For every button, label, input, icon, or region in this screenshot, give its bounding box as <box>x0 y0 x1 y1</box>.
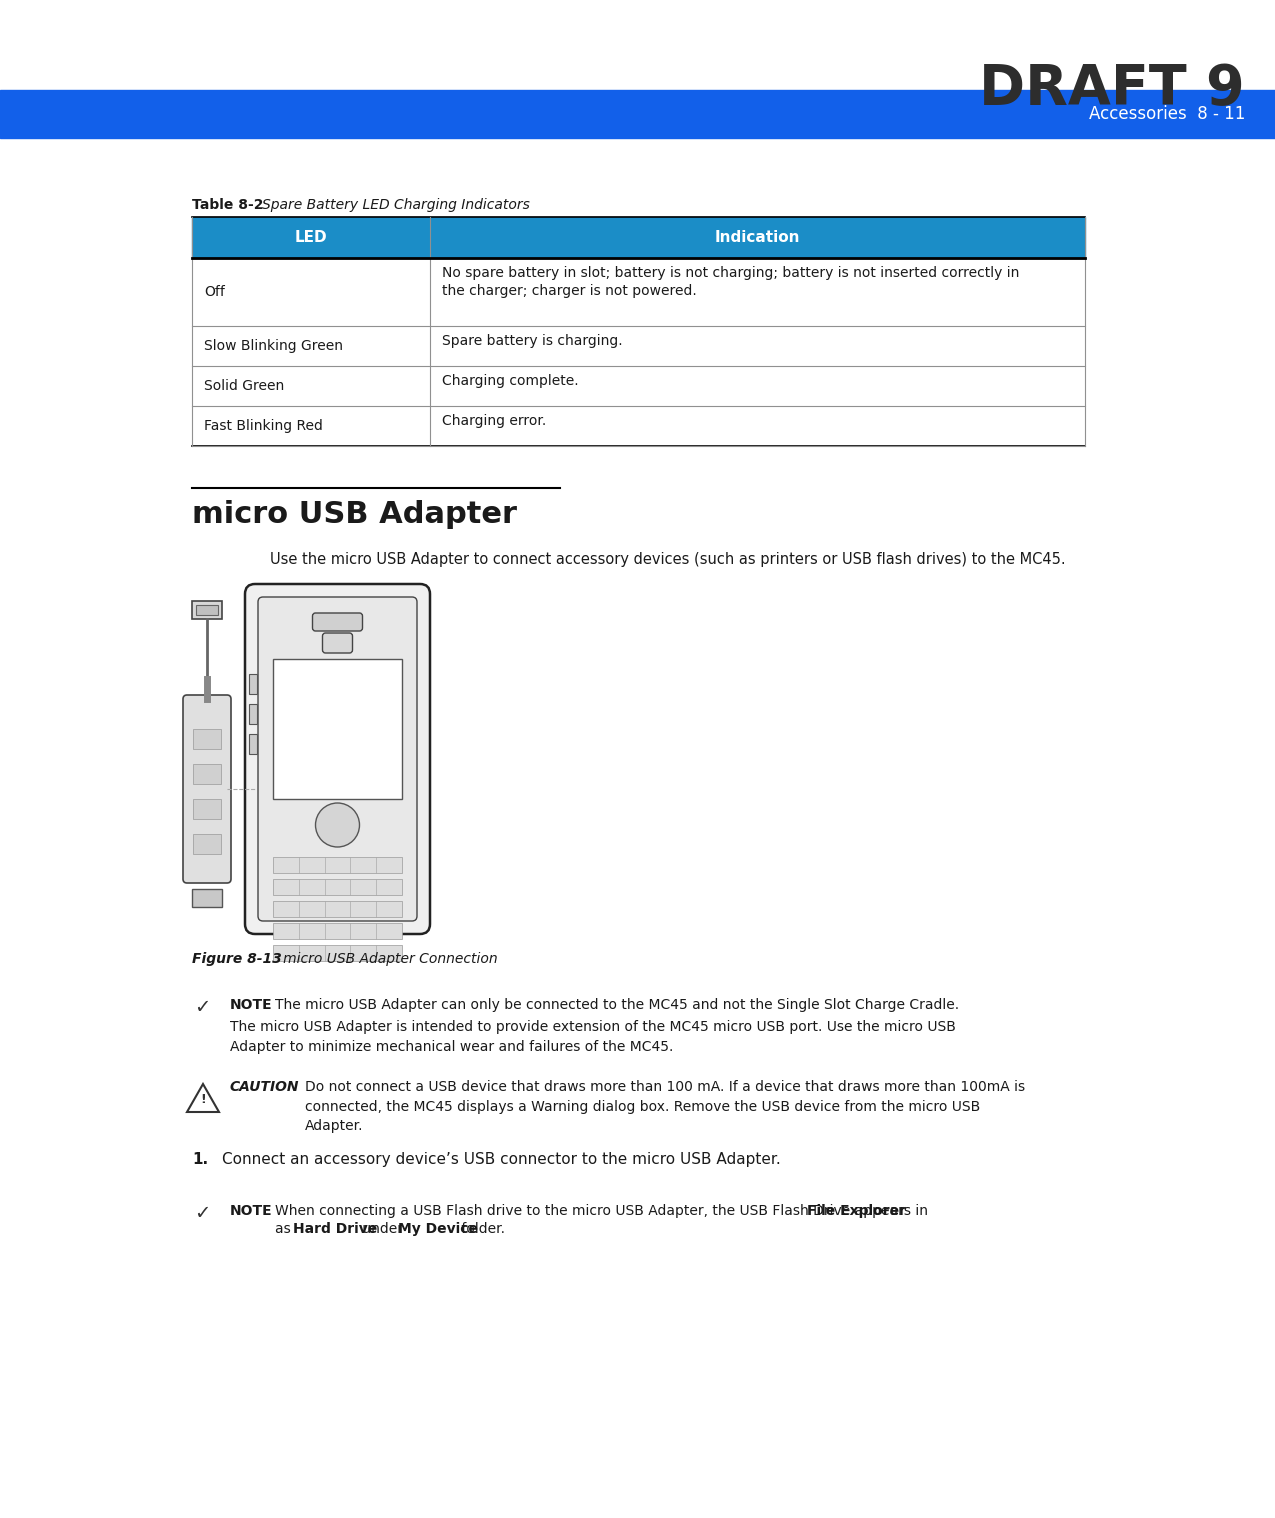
Text: Spare battery is charging.: Spare battery is charging. <box>442 334 622 348</box>
FancyBboxPatch shape <box>312 613 362 631</box>
Text: under: under <box>357 1222 407 1236</box>
Text: Table 8-2: Table 8-2 <box>193 197 283 213</box>
Bar <box>193 217 1085 258</box>
Circle shape <box>315 803 360 847</box>
Text: NOTE: NOTE <box>230 1204 273 1217</box>
Text: micro USB Adapter Connection: micro USB Adapter Connection <box>270 952 497 965</box>
Text: CAUTION: CAUTION <box>230 1079 300 1094</box>
Bar <box>0 90 1275 138</box>
FancyBboxPatch shape <box>184 695 231 883</box>
Text: Do not connect a USB device that draws more than 100 mA. If a device that draws : Do not connect a USB device that draws m… <box>305 1079 1025 1132</box>
Bar <box>193 833 221 855</box>
Bar <box>193 601 222 619</box>
Bar <box>193 890 222 906</box>
Bar <box>193 798 221 820</box>
Text: 1.: 1. <box>193 1152 208 1167</box>
Text: Use the micro USB Adapter to connect accessory devices (such as printers or USB : Use the micro USB Adapter to connect acc… <box>270 553 1066 568</box>
Text: Fast Blinking Red: Fast Blinking Red <box>204 419 323 433</box>
Text: File Explorer: File Explorer <box>807 1204 907 1217</box>
Text: The micro USB Adapter can only be connected to the MC45 and not the Single Slot : The micro USB Adapter can only be connec… <box>275 997 959 1013</box>
Text: My Device: My Device <box>399 1222 478 1236</box>
Text: as: as <box>275 1222 295 1236</box>
Text: Connect an accessory device’s USB connector to the micro USB Adapter.: Connect an accessory device’s USB connec… <box>222 1152 780 1167</box>
Text: ✓: ✓ <box>194 997 210 1017</box>
Text: No spare battery in slot; battery is not charging; battery is not inserted corre: No spare battery in slot; battery is not… <box>442 266 1020 299</box>
Text: The micro USB Adapter is intended to provide extension of the MC45 micro USB por: The micro USB Adapter is intended to pro… <box>230 1020 956 1053</box>
Text: DRAFT 9: DRAFT 9 <box>979 62 1244 115</box>
Text: Indication: Indication <box>715 231 801 244</box>
FancyBboxPatch shape <box>323 633 352 653</box>
Bar <box>249 735 258 754</box>
Text: NOTE: NOTE <box>230 997 273 1013</box>
Text: Charging error.: Charging error. <box>442 414 546 428</box>
Text: Off: Off <box>204 285 224 299</box>
Text: Figure 8-13: Figure 8-13 <box>193 952 282 965</box>
Bar <box>273 902 402 917</box>
Bar <box>249 704 258 724</box>
FancyBboxPatch shape <box>258 597 417 921</box>
Bar <box>249 674 258 694</box>
Text: LED: LED <box>295 231 328 244</box>
Bar <box>273 923 402 940</box>
Bar <box>193 764 221 783</box>
Bar <box>273 659 402 798</box>
Text: Hard Drive: Hard Drive <box>292 1222 377 1236</box>
Text: Solid Green: Solid Green <box>204 380 284 393</box>
Bar <box>193 729 221 748</box>
Text: Slow Blinking Green: Slow Blinking Green <box>204 339 343 354</box>
Text: Spare Battery LED Charging Indicators: Spare Battery LED Charging Indicators <box>261 197 530 213</box>
Text: !: ! <box>200 1093 205 1107</box>
Text: When connecting a USB Flash drive to the micro USB Adapter, the USB Flash Drive : When connecting a USB Flash drive to the… <box>275 1204 932 1217</box>
Text: Charging complete.: Charging complete. <box>442 373 579 389</box>
FancyBboxPatch shape <box>245 584 430 934</box>
Bar <box>196 606 218 615</box>
Text: Accessories  8 - 11: Accessories 8 - 11 <box>1089 105 1244 123</box>
Text: micro USB Adapter: micro USB Adapter <box>193 499 516 528</box>
Bar <box>273 946 402 961</box>
Bar <box>273 879 402 896</box>
Text: ✓: ✓ <box>194 1204 210 1224</box>
Bar <box>273 858 402 873</box>
Text: folder.: folder. <box>456 1222 505 1236</box>
